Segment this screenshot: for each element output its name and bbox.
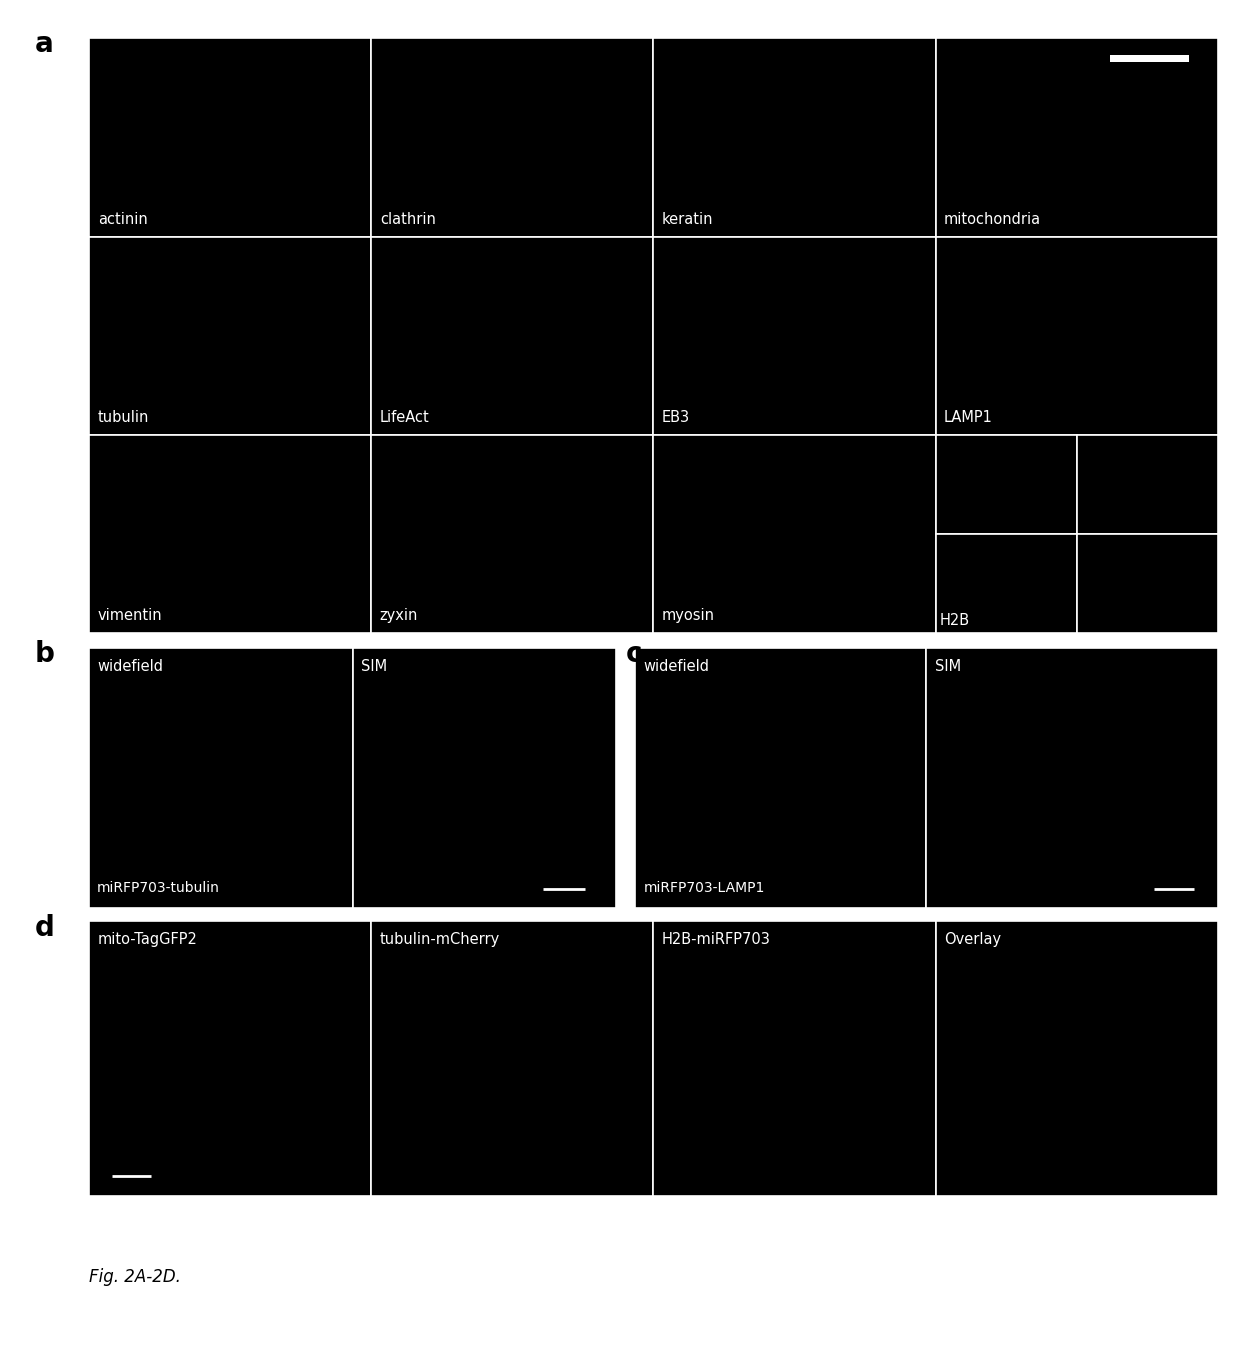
Text: widefield: widefield	[97, 659, 164, 675]
Text: LAMP1: LAMP1	[944, 410, 993, 425]
Text: c: c	[626, 640, 642, 668]
Text: actinin: actinin	[98, 211, 148, 226]
Text: miRFP703-tubulin: miRFP703-tubulin	[97, 880, 219, 895]
Text: Overlay: Overlay	[944, 932, 1001, 947]
Text: zyxin: zyxin	[379, 609, 418, 624]
Text: tubulin-mCherry: tubulin-mCherry	[379, 932, 500, 947]
Text: b: b	[35, 640, 55, 668]
Text: H2B: H2B	[940, 613, 970, 628]
Text: miRFP703-LAMP1: miRFP703-LAMP1	[644, 880, 765, 895]
Text: d: d	[35, 914, 55, 942]
Text: LifeAct: LifeAct	[379, 410, 429, 425]
Text: EB3: EB3	[662, 410, 691, 425]
Text: mitochondria: mitochondria	[944, 211, 1042, 226]
Text: SIM: SIM	[361, 659, 387, 675]
Text: a: a	[35, 30, 53, 58]
Text: SIM: SIM	[935, 659, 961, 675]
Text: H2B-miRFP703: H2B-miRFP703	[662, 932, 771, 947]
Text: clathrin: clathrin	[379, 211, 435, 226]
Text: keratin: keratin	[662, 211, 713, 226]
Text: myosin: myosin	[662, 609, 715, 624]
Text: tubulin: tubulin	[98, 410, 149, 425]
Text: widefield: widefield	[644, 659, 709, 675]
Text: Fig. 2A-2D.: Fig. 2A-2D.	[89, 1268, 181, 1286]
Text: vimentin: vimentin	[98, 609, 162, 624]
Text: mito-TagGFP2: mito-TagGFP2	[98, 932, 197, 947]
